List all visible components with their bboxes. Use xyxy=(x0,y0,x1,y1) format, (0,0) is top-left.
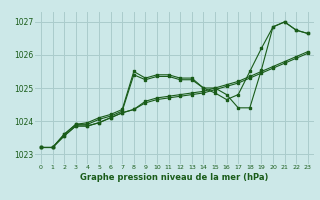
X-axis label: Graphe pression niveau de la mer (hPa): Graphe pression niveau de la mer (hPa) xyxy=(80,173,268,182)
